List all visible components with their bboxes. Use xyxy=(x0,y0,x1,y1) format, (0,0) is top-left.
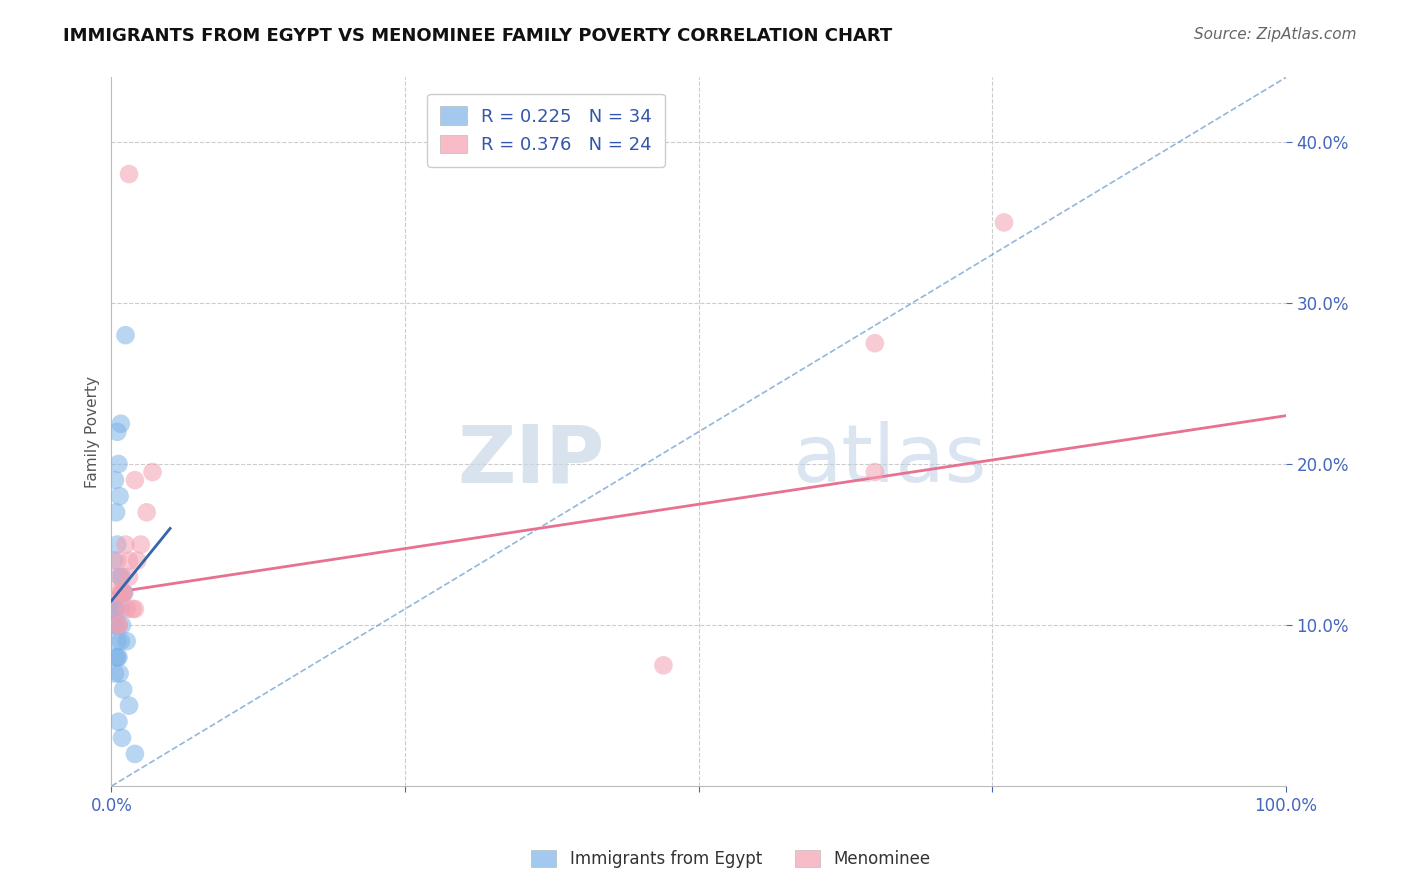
Point xyxy=(118,554,141,568)
Point xyxy=(124,473,146,487)
Point xyxy=(111,570,134,584)
Point xyxy=(110,634,132,648)
Point xyxy=(652,658,675,673)
Point xyxy=(110,417,132,431)
Point xyxy=(108,570,131,584)
Point xyxy=(111,731,134,745)
Y-axis label: Family Poverty: Family Poverty xyxy=(86,376,100,488)
Point xyxy=(105,602,128,616)
Point xyxy=(112,586,135,600)
Point xyxy=(112,682,135,697)
Point xyxy=(105,634,128,648)
Point xyxy=(105,650,128,665)
Point xyxy=(105,554,128,568)
Point xyxy=(104,586,127,600)
Point xyxy=(993,215,1015,229)
Point xyxy=(104,602,127,616)
Point xyxy=(108,570,131,584)
Point xyxy=(107,457,129,471)
Point xyxy=(121,602,143,616)
Point xyxy=(135,505,157,519)
Point xyxy=(111,618,134,632)
Point xyxy=(110,586,132,600)
Point xyxy=(105,618,128,632)
Point xyxy=(118,570,141,584)
Point xyxy=(107,618,129,632)
Point xyxy=(114,328,136,343)
Point xyxy=(103,554,125,568)
Point xyxy=(115,634,138,648)
Point xyxy=(112,586,135,600)
Point xyxy=(103,618,125,632)
Point xyxy=(105,537,128,551)
Point xyxy=(108,666,131,681)
Point xyxy=(105,505,128,519)
Point xyxy=(127,554,149,568)
Point xyxy=(124,602,146,616)
Point xyxy=(118,167,141,181)
Point xyxy=(107,618,129,632)
Point xyxy=(107,650,129,665)
Point xyxy=(105,650,128,665)
Point xyxy=(141,465,163,479)
Point xyxy=(105,602,128,616)
Legend: R = 0.225   N = 34, R = 0.376   N = 24: R = 0.225 N = 34, R = 0.376 N = 24 xyxy=(427,94,665,167)
Point xyxy=(124,747,146,761)
Point xyxy=(129,537,152,551)
Point xyxy=(112,586,135,600)
Point xyxy=(112,586,135,600)
Point xyxy=(107,714,129,729)
Point xyxy=(105,425,128,439)
Point xyxy=(110,602,132,616)
Point xyxy=(115,602,138,616)
Point xyxy=(111,586,134,600)
Point xyxy=(863,336,886,351)
Point xyxy=(104,666,127,681)
Point xyxy=(114,537,136,551)
Point xyxy=(118,698,141,713)
Text: IMMIGRANTS FROM EGYPT VS MENOMINEE FAMILY POVERTY CORRELATION CHART: IMMIGRANTS FROM EGYPT VS MENOMINEE FAMIL… xyxy=(63,27,893,45)
Text: Source: ZipAtlas.com: Source: ZipAtlas.com xyxy=(1194,27,1357,42)
Point xyxy=(107,618,129,632)
Text: ZIP: ZIP xyxy=(457,421,605,500)
Point xyxy=(108,489,131,503)
Text: atlas: atlas xyxy=(793,421,987,500)
Point xyxy=(863,465,886,479)
Point xyxy=(104,602,127,616)
Legend: Immigrants from Egypt, Menominee: Immigrants from Egypt, Menominee xyxy=(524,843,938,875)
Point xyxy=(104,473,127,487)
